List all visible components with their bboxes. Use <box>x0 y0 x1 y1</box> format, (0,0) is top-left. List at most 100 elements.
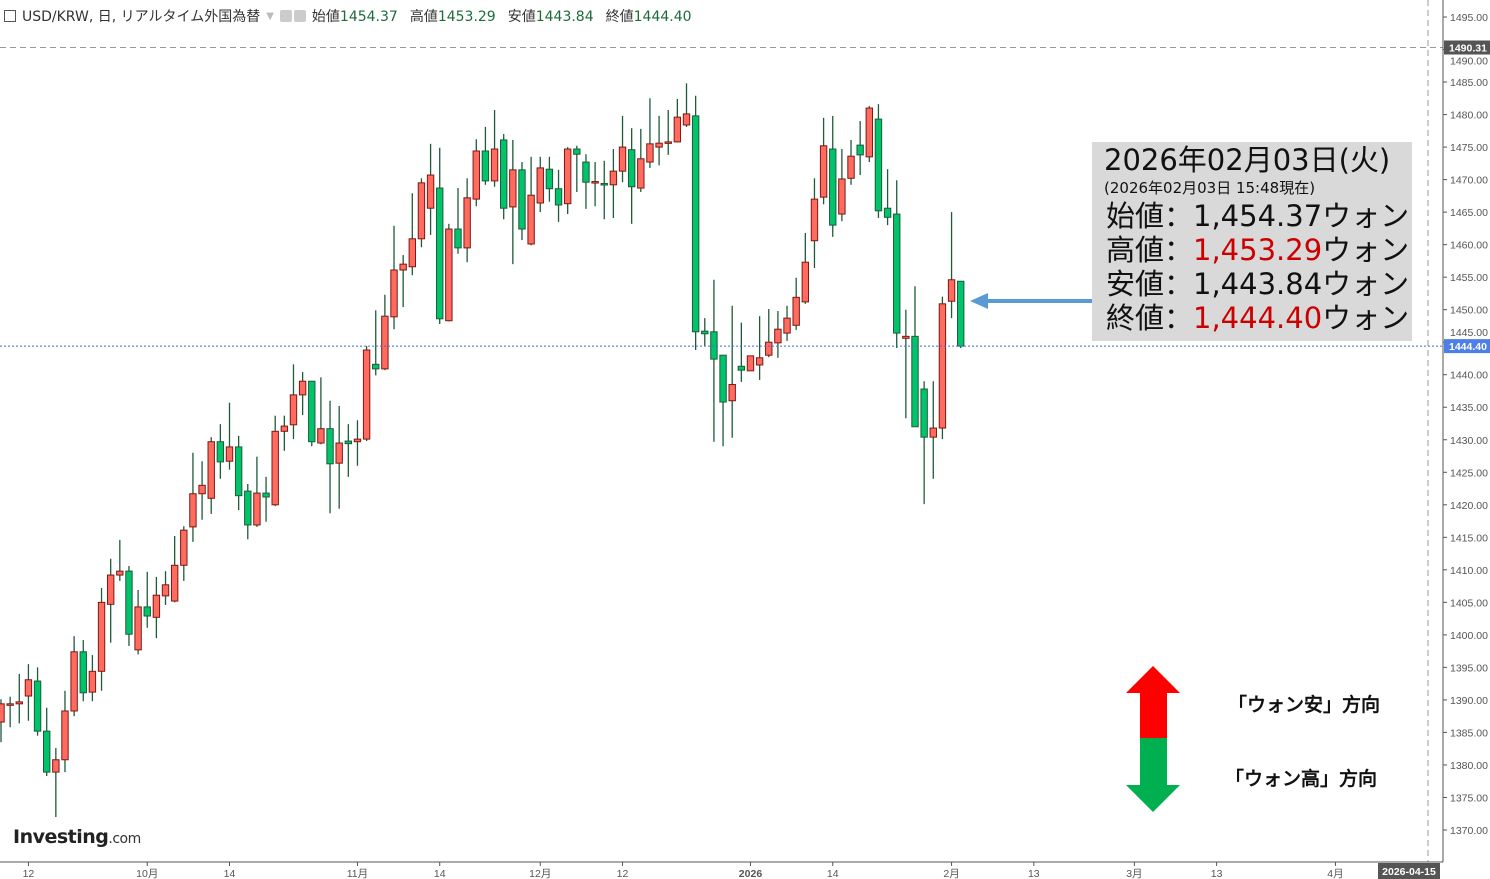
candle-body <box>874 118 883 212</box>
candle-body <box>938 303 947 429</box>
info-row-open: 始値：1,454.37ウォン <box>1106 200 1409 232</box>
candle <box>627 128 636 224</box>
candle <box>426 143 435 235</box>
candle <box>655 115 663 166</box>
candle-body <box>463 197 471 249</box>
candle-body <box>947 279 956 302</box>
settings-gear-icon[interactable] <box>293 10 306 22</box>
candle <box>52 748 60 817</box>
candle <box>308 380 316 447</box>
candle <box>893 180 901 349</box>
candle <box>582 154 590 209</box>
candle-body <box>225 446 234 462</box>
row-value: 1,454.37 <box>1193 199 1323 233</box>
candle-body <box>573 148 581 155</box>
candle-body <box>143 606 151 617</box>
won-weak-up-arrow-icon <box>1126 666 1180 738</box>
price-tick-label: 1375.00 <box>1450 792 1488 804</box>
candle <box>591 162 599 207</box>
candle-body <box>253 492 261 526</box>
candle-body <box>88 670 97 693</box>
candle-body <box>353 438 362 443</box>
candle-body <box>189 493 197 528</box>
candle <box>710 279 718 442</box>
candle <box>106 558 115 643</box>
candle-body <box>216 441 225 463</box>
candle-body <box>810 198 819 242</box>
candle <box>509 139 517 265</box>
candle <box>728 305 736 438</box>
candle-body <box>79 651 87 694</box>
candle <box>298 372 307 416</box>
candle-body <box>15 701 23 705</box>
candle <box>500 134 508 220</box>
candle <box>774 310 782 358</box>
candle <box>536 156 544 213</box>
candle <box>673 98 682 143</box>
row-unit: ウォン <box>1322 199 1410 233</box>
collapse-icon[interactable] <box>4 10 16 22</box>
last-price-label-box <box>1444 339 1490 354</box>
candle <box>170 536 179 603</box>
candle <box>573 145 581 192</box>
candle <box>600 160 608 220</box>
candle-body <box>0 703 5 723</box>
candle-body <box>180 529 188 566</box>
candle-body <box>372 363 380 370</box>
candle-body <box>755 357 764 366</box>
info-row-low: 安値：1,443.84ウォン <box>1106 268 1409 300</box>
row-value: 1,453.29 <box>1193 233 1323 267</box>
candle <box>244 483 252 540</box>
candle-body <box>957 280 965 347</box>
candle-body <box>627 149 636 188</box>
symbol-title[interactable]: USD/KRW, 日, リアルタイム外国為替 <box>22 9 261 25</box>
time-tick-label: 14 <box>224 868 236 879</box>
candle <box>874 104 883 218</box>
candle-body <box>883 207 892 218</box>
candle <box>737 322 746 382</box>
candle <box>125 565 133 646</box>
candle <box>79 640 87 702</box>
candle-body <box>545 168 554 190</box>
candle <box>518 162 526 241</box>
candle-body <box>600 183 608 186</box>
time-tick-label: 13 <box>1211 868 1223 879</box>
candle <box>445 223 453 322</box>
candle-body <box>920 388 928 438</box>
candle-body <box>289 394 298 426</box>
price-tick-label: 1400.00 <box>1450 630 1488 642</box>
candle <box>481 126 490 185</box>
won-weak-direction-label: 「ウォン安」方向 <box>1228 694 1381 716</box>
candle-body <box>719 354 727 403</box>
candle-body <box>106 574 115 605</box>
candle-body <box>426 174 435 209</box>
candle-body <box>170 564 179 602</box>
price-tick-label: 1420.00 <box>1450 500 1488 512</box>
pointer-arrow-icon <box>970 293 988 309</box>
dropdown-caret-icon[interactable]: ▼ <box>266 10 274 22</box>
candle <box>353 420 362 466</box>
row-label: 高値： <box>1106 233 1194 267</box>
candle <box>472 139 480 207</box>
candle-body <box>929 427 937 438</box>
candle <box>801 232 810 304</box>
candle-body <box>655 142 663 148</box>
time-tick-label: 11月 <box>347 868 368 879</box>
price-tick-label: 1470.00 <box>1450 175 1488 187</box>
price-tick-label: 1425.00 <box>1450 467 1488 479</box>
candle <box>271 415 279 507</box>
visibility-toggle-icon[interactable] <box>279 10 292 22</box>
candle <box>454 188 462 254</box>
candle <box>929 381 937 479</box>
candle-body <box>746 355 755 372</box>
candle-body <box>417 182 426 240</box>
candle <box>765 309 773 358</box>
price-tick-label: 1435.00 <box>1450 402 1488 414</box>
candle-body <box>563 148 572 205</box>
close-value: 1444.40 <box>633 9 692 25</box>
candle <box>24 664 33 721</box>
candle <box>399 255 407 308</box>
candle <box>902 309 910 419</box>
candle <box>618 115 627 183</box>
